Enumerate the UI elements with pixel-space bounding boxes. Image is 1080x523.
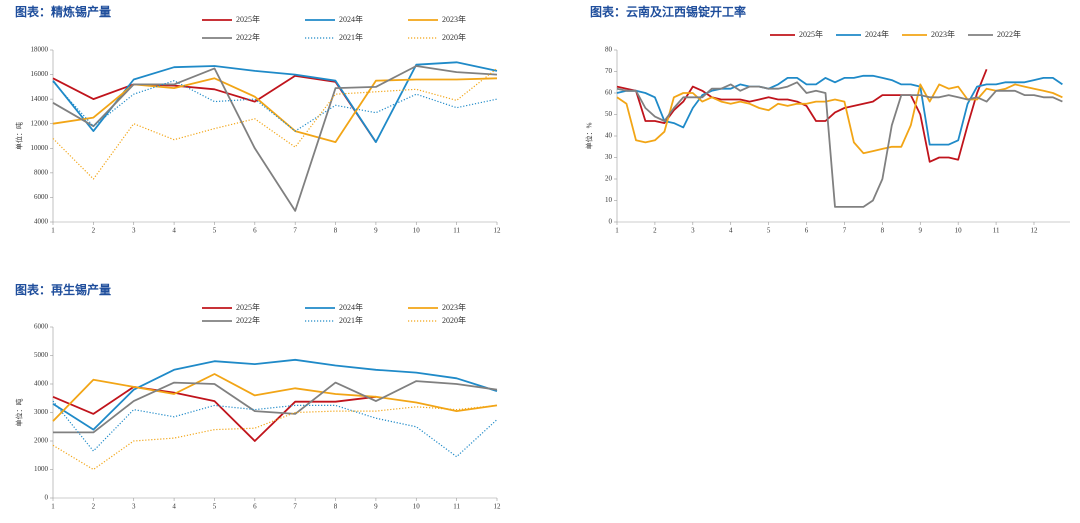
- y-tick-label: 40: [605, 132, 613, 140]
- series-line: [616, 74, 1063, 146]
- x-tick-label: 9: [374, 227, 378, 235]
- x-tick-label: 8: [334, 503, 338, 511]
- y-tick-label: 50: [605, 110, 613, 118]
- y-tick-label: 5000: [34, 351, 49, 359]
- x-tick-label: 1: [51, 503, 55, 511]
- y-axis-label: 单位：吨: [15, 122, 24, 150]
- x-tick-label: 2: [92, 227, 96, 235]
- x-tick-label: 3: [132, 227, 136, 235]
- legend-label: 2022年: [236, 315, 260, 325]
- x-tick-label: 9: [374, 503, 378, 511]
- y-tick-label: 70: [605, 67, 613, 75]
- y-tick-label: 4000: [34, 218, 49, 226]
- series-line: [616, 81, 1063, 208]
- series-line: [616, 68, 988, 163]
- y-tick-label: 2000: [34, 437, 49, 445]
- chart-title: 图表：精炼锡产量: [15, 4, 111, 19]
- x-tick-label: 7: [293, 227, 297, 235]
- x-tick-label: 11: [993, 227, 1000, 235]
- legend-label: 2025年: [236, 302, 260, 312]
- series-line: [52, 373, 498, 422]
- legend-label: 2024年: [339, 302, 363, 312]
- legend-label: 2023年: [442, 14, 466, 24]
- x-tick-label: 1: [51, 227, 55, 235]
- x-tick-label: 2: [92, 503, 96, 511]
- y-tick-label: 16000: [31, 70, 49, 78]
- series-line: [53, 380, 498, 434]
- legend-label: 2021年: [339, 315, 363, 325]
- x-tick-label: 9: [919, 227, 923, 235]
- x-tick-label: 4: [172, 227, 176, 235]
- y-tick-label: 1000: [34, 465, 49, 473]
- x-tick-label: 11: [453, 503, 460, 511]
- x-tick-label: 7: [843, 227, 847, 235]
- series-line: [52, 80, 498, 132]
- x-tick-label: 8: [881, 227, 885, 235]
- x-tick-label: 11: [453, 227, 460, 235]
- chart-title: 图表：云南及江西锡锭开工率: [590, 4, 746, 19]
- x-tick-label: 4: [172, 503, 176, 511]
- y-tick-label: 30: [605, 153, 613, 161]
- y-tick-label: 80: [605, 46, 613, 54]
- x-tick-label: 3: [691, 227, 695, 235]
- y-tick-label: 10: [605, 196, 613, 204]
- legend-label: 2020年: [442, 315, 466, 325]
- x-tick-label: 10: [955, 227, 963, 235]
- y-tick-label: 20: [605, 175, 613, 183]
- y-axis-label: 单位：%: [585, 122, 594, 149]
- y-tick-label: 60: [605, 89, 613, 97]
- x-tick-label: 6: [253, 503, 257, 511]
- y-tick-label: 4000: [34, 380, 49, 388]
- series-line: [52, 400, 498, 458]
- x-tick-label: 8: [334, 227, 338, 235]
- y-tick-label: 0: [609, 218, 613, 226]
- x-tick-label: 6: [805, 227, 809, 235]
- y-tick-label: 18000: [31, 46, 49, 54]
- series-line: [52, 61, 498, 143]
- legend-label: 2021年: [339, 32, 363, 42]
- series-line: [52, 67, 498, 180]
- series-line: [52, 358, 498, 431]
- x-tick-label: 1: [615, 227, 619, 235]
- y-tick-label: 14000: [31, 95, 49, 103]
- series-line: [52, 404, 498, 471]
- x-tick-label: 5: [213, 227, 217, 235]
- x-tick-label: 5: [213, 503, 217, 511]
- series-line: [52, 74, 377, 143]
- y-tick-label: 10000: [31, 144, 49, 152]
- legend-label: 2023年: [442, 302, 466, 312]
- x-tick-label: 7: [293, 503, 297, 511]
- y-tick-label: 8000: [34, 168, 49, 176]
- legend-label: 2020年: [442, 32, 466, 42]
- legend-label: 2025年: [799, 29, 823, 39]
- legend-label: 2022年: [236, 32, 260, 42]
- y-tick-label: 6000: [34, 193, 49, 201]
- series-line: [616, 83, 1063, 155]
- x-tick-label: 2: [653, 227, 657, 235]
- legend-label: 2022年: [997, 29, 1021, 39]
- chart-title: 图表：再生锡产量: [15, 282, 111, 297]
- legend-label: 2024年: [865, 29, 889, 39]
- y-tick-label: 0: [45, 494, 49, 502]
- series-line: [52, 65, 498, 212]
- series-line: [52, 386, 377, 442]
- x-tick-label: 4: [729, 227, 733, 235]
- x-tick-label: 10: [413, 227, 421, 235]
- legend-label: 2023年: [931, 29, 955, 39]
- y-tick-label: 12000: [31, 119, 49, 127]
- legend-label: 2025年: [236, 14, 260, 24]
- y-tick-label: 6000: [34, 323, 49, 331]
- x-tick-label: 5: [767, 227, 771, 235]
- x-tick-label: 3: [132, 503, 136, 511]
- x-tick-label: 12: [494, 227, 502, 235]
- series-line: [52, 77, 498, 143]
- x-tick-label: 10: [413, 503, 421, 511]
- x-tick-label: 6: [253, 227, 257, 235]
- x-tick-label: 12: [1030, 227, 1038, 235]
- legend-label: 2024年: [339, 14, 363, 24]
- y-axis-label: 单位：吨: [15, 399, 24, 427]
- y-tick-label: 3000: [34, 408, 49, 416]
- x-tick-label: 12: [494, 503, 502, 511]
